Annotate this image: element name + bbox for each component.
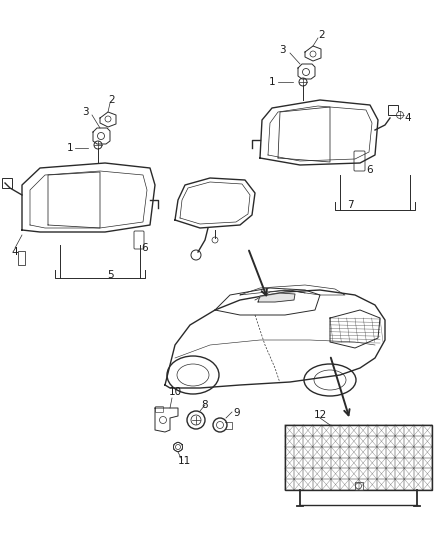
Text: 11: 11 [177,456,191,466]
Text: 4: 4 [405,113,411,123]
Circle shape [105,116,111,122]
Text: 7: 7 [347,200,353,210]
Text: 12: 12 [313,410,327,420]
Ellipse shape [177,364,209,386]
FancyBboxPatch shape [134,231,144,249]
FancyBboxPatch shape [388,105,398,115]
FancyBboxPatch shape [354,151,365,171]
Circle shape [216,422,223,429]
Circle shape [396,111,403,118]
Text: 3: 3 [279,45,285,55]
Text: 6: 6 [141,243,148,253]
Circle shape [212,237,218,243]
FancyBboxPatch shape [2,178,12,188]
Circle shape [173,442,183,451]
Circle shape [303,69,310,76]
Text: 8: 8 [201,400,208,410]
Polygon shape [258,293,295,302]
Circle shape [356,483,361,489]
Text: 2: 2 [109,95,115,105]
Text: 6: 6 [367,165,373,175]
Ellipse shape [304,364,356,396]
Circle shape [213,418,227,432]
Text: 10: 10 [169,387,182,397]
Circle shape [191,415,201,425]
Text: 2: 2 [319,30,325,40]
Circle shape [191,250,201,260]
Bar [285,425,432,490]
FancyBboxPatch shape [18,251,25,265]
Ellipse shape [314,370,346,390]
Circle shape [187,411,205,429]
Circle shape [310,51,316,57]
Text: 3: 3 [82,107,88,117]
Circle shape [299,78,307,86]
Bar [354,482,363,490]
Text: 5: 5 [107,270,113,280]
Circle shape [94,141,102,149]
Circle shape [176,445,180,449]
Text: 1: 1 [268,77,276,87]
Circle shape [159,416,166,424]
FancyBboxPatch shape [155,407,163,413]
Circle shape [98,133,105,140]
Text: 1: 1 [67,143,73,153]
Text: 9: 9 [234,408,240,418]
Text: 4: 4 [12,247,18,257]
Ellipse shape [167,356,219,394]
